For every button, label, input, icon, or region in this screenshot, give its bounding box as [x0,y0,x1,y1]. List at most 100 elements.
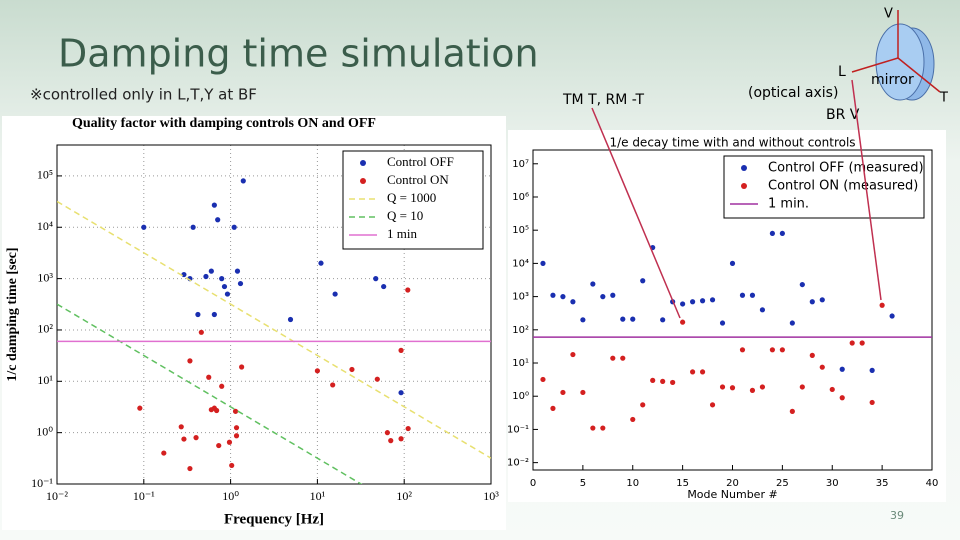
data-point [216,442,222,449]
legend-swatch [741,165,747,171]
data-point [759,307,766,313]
data-point [314,368,320,374]
data-point [287,316,294,323]
x-tick-label: 30 [826,478,839,489]
data-point [239,364,245,370]
y-tick-label: 10³ [512,292,529,303]
data-point [769,230,776,237]
data-point [600,294,606,300]
mirror-icon [851,10,941,101]
chart-title: 1/e decay time with and without controls [609,136,855,150]
data-point [630,316,636,322]
data-point [809,352,815,358]
data-point [789,408,795,414]
data-point [141,224,147,230]
data-point [799,281,805,288]
data-point [219,383,225,389]
data-point [226,439,233,445]
legend-label: Control OFF [387,154,454,169]
data-point [709,402,716,408]
data-point [789,320,795,326]
data-point [221,283,228,290]
x-tick-label: 10³ [483,489,499,503]
data-point [373,276,379,282]
data-point [600,425,606,431]
data-point [219,276,225,282]
x-tick-label: 25 [776,478,789,489]
y-tick-label: 10³ [37,270,53,284]
data-point [231,224,237,230]
y-tick-label: 10² [37,322,53,336]
data-point [234,268,241,274]
data-point [240,178,246,184]
data-point [879,302,885,308]
data-point [869,367,875,373]
data-point [550,292,556,298]
data-point [137,405,143,411]
legend-label: 1 min. [768,197,809,212]
data-point [206,374,212,380]
data-point [215,217,221,223]
x-tick-label: 10 [626,478,639,489]
chart: 10⁻² 10⁻¹ 10⁰ 10¹ 10² 10³10⁻¹10⁰10¹10²10³10⁴1… [2,116,506,530]
data-point [208,268,214,274]
data-point [540,260,546,266]
data-point [620,316,626,322]
slide-title: Damping time simulation [58,32,539,76]
plot-frame [56,144,492,485]
data-point [195,311,201,318]
data-point [381,283,387,290]
legend-label: Q = 1000 [387,190,436,205]
data-point [650,377,656,383]
chart: 0 5 10 15 20 25 30 35 40 10⁻² 10⁻¹ 10⁰ 10¹ 10² 10³ 10⁴ 1… [507,130,946,502]
data-point [330,382,336,388]
data-point [580,317,586,323]
data-point [384,430,390,436]
x-tick-label: 5 [580,478,586,489]
data-point [405,287,411,293]
data-point [839,395,845,401]
data-point [719,384,726,390]
data-point [779,230,785,237]
y-tick-label: 10⁻¹ [507,424,529,435]
data-point [680,301,686,307]
data-point [819,364,825,370]
legend-swatch [360,160,366,166]
x-axis-label: Mode Number # [687,488,777,501]
data-point [232,408,239,414]
data-point [680,319,686,325]
y-tick-label: 10⁻² [507,458,529,469]
x-tick-label: 40 [926,478,939,489]
data-point [769,347,776,353]
data-point [739,292,746,298]
x-tick-label: 10¹ [310,489,326,503]
data-point [332,291,338,297]
data-point [229,462,235,469]
slide-subtitle: ※controlled only in L,T,Y at BF [30,86,257,104]
y-tick-label: 10⁰ [512,391,529,402]
y-tick-label: 10⁵ [512,225,529,236]
data-point [849,340,855,346]
data-point [660,378,666,384]
data-point [729,385,736,391]
y-tick-label: 10⁴ [512,258,529,269]
y-tick-label: 10⁻¹ [31,476,53,490]
annotation: (optical axis) [748,85,838,101]
data-point [214,407,220,414]
data-point [640,402,646,408]
series-line [57,303,363,484]
data-point [660,317,666,323]
data-point [779,347,785,353]
data-point [699,298,706,304]
x-tick-label: 10⁻² [46,489,68,503]
arrows [591,79,882,319]
annotation: TM T, RM -T [562,92,645,108]
arrow [591,107,681,319]
legend-box [723,155,925,219]
y-tick-label: 10⁰ [36,424,53,438]
y-tick-label: 10⁵ [37,168,53,182]
x-tick-label: 10⁻¹ [133,489,155,503]
x-tick-label: 15 [676,478,689,489]
x-tick-label: 10² [396,489,412,503]
legend-label: Control OFF (measured) [768,161,924,176]
